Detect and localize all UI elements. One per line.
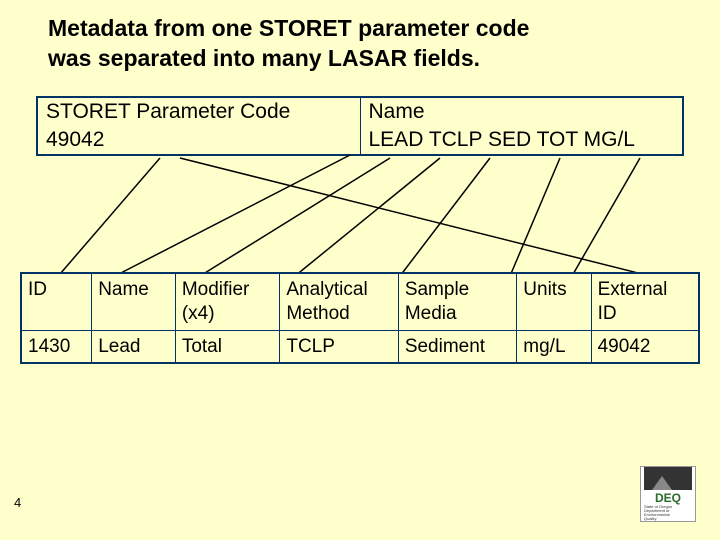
deq-logo: DEQ State of OregonDepartment ofEnvironm… — [640, 466, 696, 522]
lasar-table: IDNameModifier(x4)AnalyticalMethodSample… — [20, 272, 700, 364]
storet-code-value: 49042 — [38, 126, 360, 154]
lasar-cell-3: TCLP — [280, 330, 398, 362]
logo-subtext: State of OregonDepartment ofEnvironmenta… — [644, 505, 692, 521]
lasar-header-0: ID — [22, 274, 92, 330]
lasar-header-6: ExternalID — [591, 274, 698, 330]
logo-graphic — [644, 467, 692, 490]
storet-header-name: Name — [360, 98, 682, 126]
title-line2: was separated into many LASAR fields. — [48, 45, 480, 71]
lasar-cell-5: mg/L — [517, 330, 591, 362]
lasar-cell-0: 1430 — [22, 330, 92, 362]
mapping-lines — [0, 0, 720, 540]
storet-header-code: STORET Parameter Code — [38, 98, 360, 126]
lasar-cell-4: Sediment — [398, 330, 516, 362]
storet-name-value: LEAD TCLP SED TOT MG/L — [360, 126, 682, 154]
slide-title: Metadata from one STORET parameter code … — [48, 14, 672, 74]
title-line1: Metadata from one STORET parameter code — [48, 15, 529, 41]
lasar-header-3: AnalyticalMethod — [280, 274, 398, 330]
lasar-cell-2: Total — [175, 330, 280, 362]
lasar-header-1: Name — [92, 274, 176, 330]
lasar-cell-1: Lead — [92, 330, 176, 362]
page-number: 4 — [14, 495, 21, 510]
lasar-cell-6: 49042 — [591, 330, 698, 362]
logo-text: DEQ — [655, 491, 681, 505]
storet-table: STORET Parameter Code Name 49042 LEAD TC… — [36, 96, 684, 156]
lasar-header-2: Modifier(x4) — [175, 274, 280, 330]
lasar-header-4: SampleMedia — [398, 274, 516, 330]
lasar-header-5: Units — [517, 274, 591, 330]
